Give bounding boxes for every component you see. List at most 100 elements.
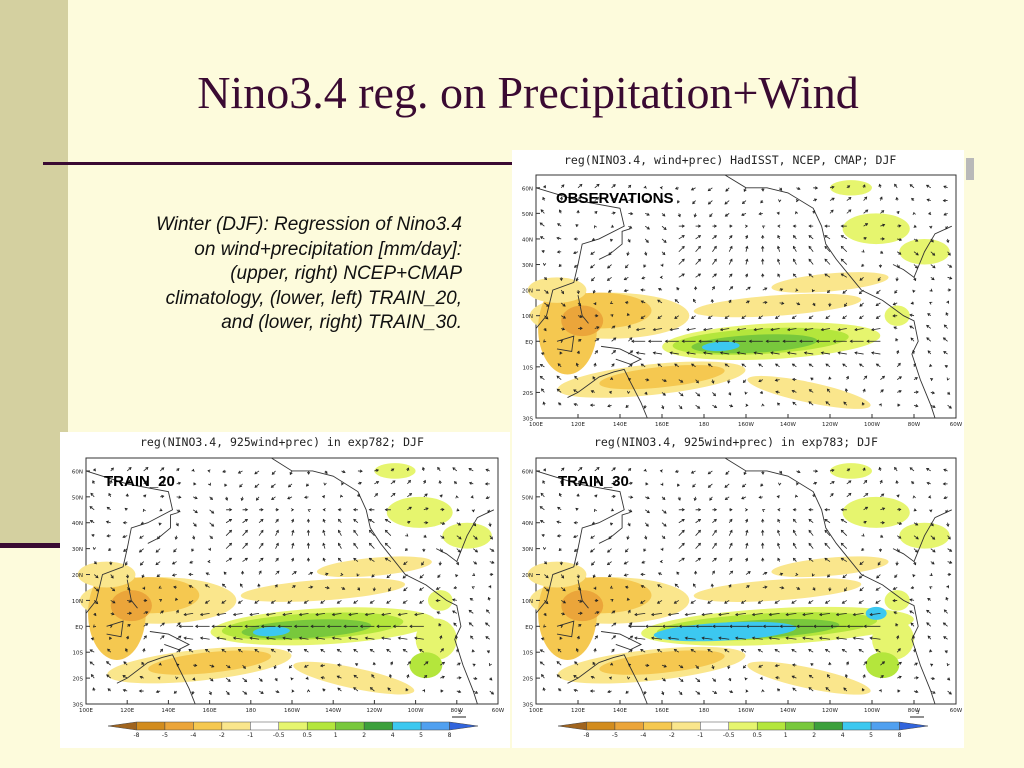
wind-arrowhead: [797, 586, 801, 590]
wind-arrowhead: [898, 535, 902, 539]
wind-arrowhead: [623, 277, 627, 281]
wind-vector: [703, 328, 713, 331]
wind-arrowhead: [342, 586, 346, 590]
wind-arrowhead: [662, 213, 666, 217]
wind-arrowhead: [368, 518, 372, 522]
wind-vector: [611, 337, 617, 342]
wind-arrowhead: [692, 484, 696, 488]
wind-arrowhead: [897, 648, 901, 652]
wind-arrowhead: [714, 405, 718, 409]
wind-vector: [825, 363, 831, 368]
wind-vector: [859, 289, 864, 294]
wind-arrowhead: [337, 557, 341, 561]
wind-arrowhead: [491, 548, 495, 552]
wind-arrowhead: [898, 521, 903, 525]
wind-arrowhead: [862, 388, 866, 392]
wind-arrowhead: [125, 493, 129, 497]
wind-arrowhead: [240, 497, 244, 502]
wind-vector: [661, 522, 667, 527]
wind-vector: [282, 637, 293, 640]
wind-arrowhead: [485, 496, 489, 500]
wind-arrowhead: [629, 649, 633, 653]
wind-arrowhead: [858, 363, 863, 367]
wind-arrowhead: [630, 495, 634, 499]
wind-arrowhead: [207, 482, 211, 486]
wind-arrowhead: [878, 264, 883, 269]
wind-arrowhead: [612, 350, 617, 354]
wind-arrowhead: [657, 584, 661, 588]
wind-arrowhead: [545, 601, 549, 605]
wind-arrowhead: [470, 635, 474, 639]
wind-arrowhead: [849, 339, 853, 343]
wind-arrowhead: [593, 586, 597, 590]
wind-arrowhead: [128, 611, 133, 615]
wind-vector: [275, 530, 279, 536]
wind-arrowhead: [859, 562, 863, 566]
wind-arrowhead: [596, 183, 600, 187]
wind-arrowhead: [92, 687, 96, 691]
wind-arrowhead: [456, 562, 459, 566]
wind-arrowhead: [931, 676, 936, 681]
wind-arrowhead: [729, 258, 733, 262]
wind-arrowhead: [376, 481, 380, 484]
wind-arrowhead: [863, 624, 867, 628]
wind-arrowhead: [842, 575, 846, 579]
wind-arrowhead: [95, 601, 99, 605]
lon-tick-label: 140W: [780, 422, 796, 428]
wind-vector: [574, 661, 579, 666]
wind-arrowhead: [861, 547, 865, 552]
wind-arrowhead: [634, 612, 638, 617]
wind-arrowhead: [764, 585, 768, 589]
wind-arrowhead: [255, 497, 259, 501]
wind-arrowhead: [469, 597, 473, 601]
wind-arrowhead: [667, 636, 671, 640]
wind-arrowhead: [457, 522, 462, 526]
lat-tick-label: 20N: [72, 573, 83, 579]
wind-arrowhead: [943, 609, 947, 613]
precip-patch: [693, 293, 862, 318]
wind-arrowhead: [635, 327, 640, 332]
wind-arrowhead: [558, 263, 562, 267]
wind-arrowhead: [753, 327, 757, 332]
wind-arrowhead: [575, 278, 579, 282]
wind-arrowhead: [866, 339, 870, 343]
wind-vector: [712, 690, 717, 694]
wind-arrowhead: [439, 494, 443, 498]
wind-arrowhead: [681, 258, 685, 262]
wind-arrowhead: [663, 510, 667, 514]
lon-tick-label: 140W: [780, 708, 796, 714]
wind-arrowhead: [140, 521, 144, 525]
wind-vector: [825, 687, 831, 692]
wind-vector: [859, 363, 864, 368]
wind-arrowhead: [942, 198, 946, 203]
wind-arrowhead: [848, 197, 852, 200]
wind-arrowhead: [227, 678, 231, 682]
wind-arrowhead: [541, 674, 545, 678]
wind-arrowhead: [110, 575, 114, 579]
coastlines: [535, 457, 952, 705]
precip-patch: [693, 578, 862, 602]
wind-arrowhead: [876, 290, 880, 295]
wind-vector: [690, 649, 696, 653]
wind-arrowhead: [95, 575, 99, 579]
coastlines: [85, 457, 495, 705]
wind-arrowhead: [282, 636, 286, 640]
wind-arrowhead: [724, 316, 728, 319]
wind-vector: [695, 246, 701, 253]
wind-arrowhead: [729, 624, 733, 628]
wind-arrowhead: [945, 596, 949, 601]
wind-arrowhead: [831, 481, 835, 484]
wind-arrowhead: [608, 676, 613, 680]
wind-arrowhead: [879, 196, 883, 200]
wind-arrowhead: [455, 495, 459, 499]
wind-arrowhead: [457, 549, 461, 553]
wind-arrowhead: [792, 258, 796, 262]
wind-arrowhead: [929, 288, 933, 292]
wind-arrowhead: [830, 493, 834, 497]
wind-arrowhead: [276, 690, 280, 694]
wind-arrowhead: [810, 377, 814, 381]
wind-arrowhead: [777, 273, 781, 277]
wind-arrowhead: [629, 509, 633, 513]
wind-arrowhead: [761, 529, 765, 533]
wind-arrowhead: [898, 224, 902, 228]
